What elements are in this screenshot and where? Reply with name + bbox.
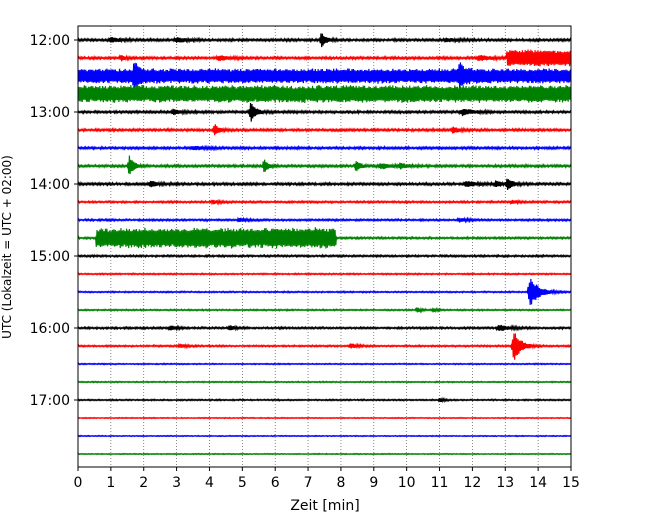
trace-1445 [77, 227, 572, 249]
trace-1630 [77, 362, 572, 366]
trace-1330 [77, 144, 572, 152]
x-tick-label: 8 [336, 475, 345, 491]
y-tick-label: 14:00 [30, 177, 70, 193]
x-tick-label: 7 [304, 475, 313, 491]
x-tick-label: 4 [205, 475, 214, 491]
trace-1730 [77, 434, 572, 438]
y-axis-label: UTC (Lokalzeit = UTC + 02:00) [0, 155, 14, 339]
trace-1200 [77, 33, 572, 48]
trace-1515 [77, 272, 572, 276]
x-tick-label: 5 [238, 475, 247, 491]
x-tick-label: 0 [74, 475, 83, 491]
seismogram-traces [77, 33, 572, 456]
y-axis-ticks: 12:00 13:00 14:00 15:00 16:00 17:00 [30, 33, 78, 409]
x-tick-label: 13 [496, 475, 514, 491]
trace-1645 [77, 380, 572, 384]
plot-frame [77, 25, 572, 468]
trace-1745 [77, 452, 572, 456]
trace-1600 [77, 324, 572, 332]
x-tick-label: 2 [139, 475, 148, 491]
trace-1615 [77, 333, 572, 360]
trace-1500 [77, 253, 572, 259]
trace-1300 [77, 102, 572, 122]
x-tick-label: 14 [529, 475, 547, 491]
x-tick-label: 6 [271, 475, 280, 491]
x-axis-ticks: 0 1 2 3 4 5 6 7 8 9 10 11 12 13 14 15 [74, 467, 580, 491]
trace-1715 [77, 416, 572, 420]
x-tick-label: 15 [562, 475, 580, 491]
trace-1315 [77, 124, 572, 136]
y-tick-label: 16:00 [30, 321, 70, 337]
trace-1415 [77, 198, 572, 206]
x-tick-label: 12 [463, 475, 481, 491]
trace-1700 [77, 396, 572, 404]
x-tick-label: 9 [369, 475, 378, 491]
y-tick-label: 17:00 [30, 393, 70, 409]
y-tick-label: 12:00 [30, 33, 70, 49]
y-tick-label: 15:00 [30, 249, 70, 265]
trace-1400 [77, 178, 572, 191]
trace-1230 [77, 62, 572, 89]
trace-1345 [77, 155, 572, 175]
x-tick-label: 10 [398, 475, 416, 491]
trace-1530 [77, 279, 572, 305]
x-tick-label: 1 [106, 475, 115, 491]
x-axis-label: Zeit [min] [290, 498, 359, 514]
y-tick-label: 13:00 [30, 105, 70, 121]
trace-1545 [77, 306, 572, 314]
trace-1215 [77, 49, 572, 67]
x-tick-label: 3 [172, 475, 181, 491]
x-tick-label: 11 [431, 475, 449, 491]
trace-1245 [77, 84, 572, 103]
trace-1430 [77, 216, 572, 224]
